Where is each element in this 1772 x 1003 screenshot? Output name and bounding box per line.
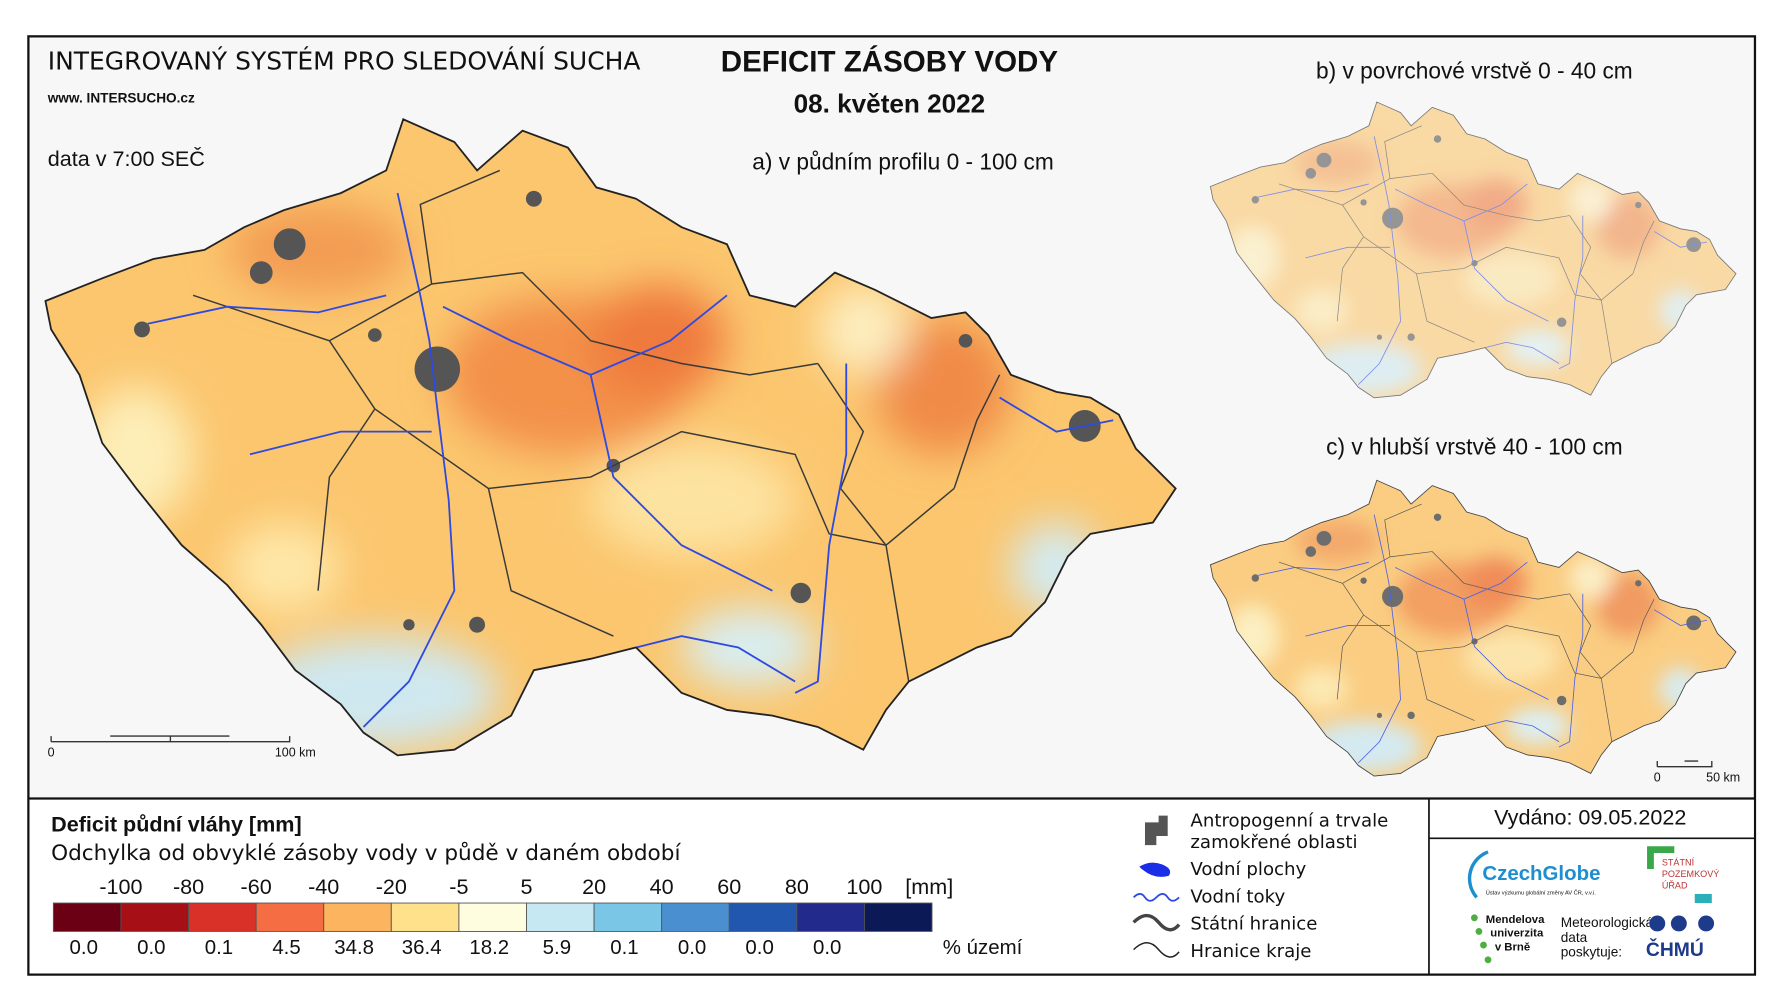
share-value: 18.2 xyxy=(469,936,509,959)
map-c-title: c) v hlubší vrstvě 40 - 100 cm xyxy=(1326,434,1623,460)
spu-logo: POZEMKOVÝ xyxy=(1662,869,1720,879)
share-value: 0.1 xyxy=(205,936,233,959)
scale-bar xyxy=(1656,760,1713,768)
chmu-mark xyxy=(1649,915,1715,932)
mendelu-logo: v Brně xyxy=(1495,941,1530,953)
share-value: 36.4 xyxy=(402,936,442,959)
mendelu-logo: univerzita xyxy=(1490,928,1544,940)
legend-item: Vodní plochy xyxy=(1190,859,1306,880)
scale-label: 50 km xyxy=(1706,770,1740,784)
region-symbol xyxy=(1133,942,1180,958)
logo-mark xyxy=(1467,850,1489,899)
website: www. INTERSUCHO.cz xyxy=(47,90,195,105)
color-tick-label: -80 xyxy=(173,874,204,899)
chmu-note: poskytuje: xyxy=(1561,945,1622,960)
color-box xyxy=(120,902,190,932)
color-box xyxy=(52,902,122,932)
color-tick-label: 80 xyxy=(785,874,809,899)
share-value: 4.5 xyxy=(272,936,300,959)
share-value: 0.0 xyxy=(70,936,98,959)
date: 08. květen 2022 xyxy=(794,89,986,119)
scale-label: 100 km xyxy=(275,745,316,759)
color-box xyxy=(188,902,257,932)
scale-label: 0 xyxy=(1654,770,1661,784)
legend-item: Vodní toky xyxy=(1190,886,1285,907)
scale-label: 0 xyxy=(48,745,55,759)
color-tick-label: -100 xyxy=(99,874,142,899)
color-box xyxy=(458,902,527,932)
mendelu-logo: Mendelova xyxy=(1486,914,1545,926)
title: DEFICIT ZÁSOBY VODY xyxy=(721,44,1059,78)
color-tick-label: -20 xyxy=(376,874,407,899)
legend-item: Hranice kraje xyxy=(1190,941,1311,962)
color-tick-label: -40 xyxy=(308,874,339,899)
color-tick-label: 60 xyxy=(717,874,741,899)
logo-mark xyxy=(1694,893,1712,904)
chmu-note: data xyxy=(1561,930,1588,945)
share-value: 0.0 xyxy=(678,936,706,959)
share-label: % území xyxy=(943,936,1023,959)
color-box xyxy=(390,902,460,932)
border-symbol xyxy=(1132,913,1181,932)
legend-subtitle: Odchylka od obvyklé zásoby vody v půdě v… xyxy=(51,841,681,866)
share-value: 5.9 xyxy=(543,936,571,959)
river-symbol xyxy=(1132,893,1180,902)
share-value: 0.0 xyxy=(137,936,165,959)
color-box xyxy=(661,902,730,932)
map-b-title: b) v povrchové vrstvě 0 - 40 cm xyxy=(1316,58,1633,84)
legend-item: zamokřené oblasti xyxy=(1190,832,1357,853)
color-box xyxy=(593,902,663,932)
color-box xyxy=(863,902,933,932)
time-note: data v 7:00 SEČ xyxy=(48,146,205,171)
colorbar: -100 -80 -60 -40 -20 -5 5 20 40 60 80 100 0.0 0.0 0.1 4… xyxy=(52,874,933,959)
issued: Vydáno: 09.05.2022 xyxy=(1494,805,1686,830)
color-tick-label: 40 xyxy=(650,874,674,899)
share-value: 34.8 xyxy=(334,936,374,959)
share-value: 0.1 xyxy=(610,936,638,959)
color-box xyxy=(526,902,595,932)
chmu-logo: ČHMÚ xyxy=(1646,937,1704,961)
legend-unit: [mm] xyxy=(905,874,953,899)
system-name: INTEGROVANÝ SYSTÉM PRO SLEDOVÁNÍ SUCHA xyxy=(48,46,641,75)
legend-panel xyxy=(29,799,1754,974)
water-symbol xyxy=(1139,862,1171,877)
spu-logo: ÚŘAD xyxy=(1662,880,1688,890)
color-box xyxy=(728,902,798,932)
color-tick-label: -60 xyxy=(241,874,272,899)
urban-symbol xyxy=(1144,815,1168,846)
legend-item: Státní hranice xyxy=(1190,914,1317,935)
share-value: 0.0 xyxy=(745,936,773,959)
legend-title: Deficit půdní vláhy [mm] xyxy=(51,812,302,837)
scale-bar xyxy=(50,735,291,743)
share-value: 0.0 xyxy=(813,936,841,959)
spu-mark xyxy=(1647,846,1675,869)
czechglobe-logo: CzechGlobe xyxy=(1482,862,1600,885)
color-tick-label: -5 xyxy=(449,874,468,899)
color-tick-label: 100 xyxy=(846,874,882,899)
spu-logo: STÁTNÍ xyxy=(1662,858,1695,868)
chmu-note: Meteorologická xyxy=(1561,915,1654,930)
color-box xyxy=(255,902,325,932)
color-tick-label: 20 xyxy=(582,874,606,899)
color-box xyxy=(796,902,865,932)
color-box xyxy=(323,902,392,932)
map-a-title: a) v půdním profilu 0 - 100 cm xyxy=(752,149,1054,175)
color-tick-label: 5 xyxy=(520,874,532,899)
legend-item: Antropogenní a trvale xyxy=(1190,810,1388,831)
czechglobe-sub: Ústav výzkumu globální změny AV ČR, v.v.… xyxy=(1486,889,1596,896)
mendelu-dots xyxy=(1470,914,1492,964)
